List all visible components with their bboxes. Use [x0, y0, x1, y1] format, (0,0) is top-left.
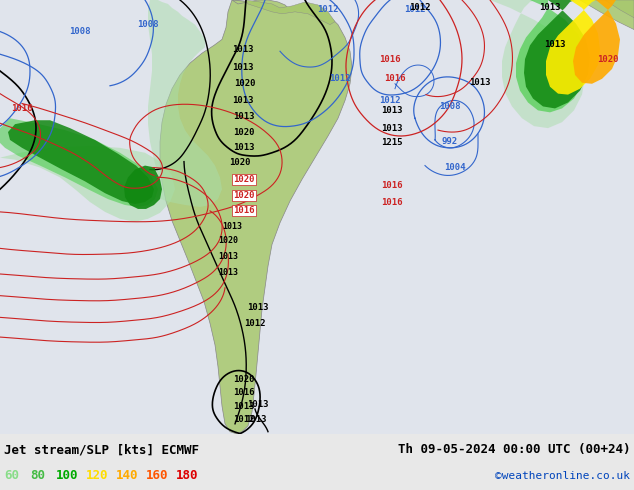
Polygon shape [546, 0, 600, 95]
Text: 1013: 1013 [232, 45, 254, 54]
Text: ©weatheronline.co.uk: ©weatheronline.co.uk [495, 471, 630, 481]
Text: 1008: 1008 [69, 27, 91, 36]
Polygon shape [160, 0, 352, 434]
Text: 1215: 1215 [381, 138, 403, 147]
Text: 100: 100 [56, 469, 79, 483]
Text: 1013: 1013 [232, 63, 254, 72]
Polygon shape [490, 0, 585, 128]
Text: 1016: 1016 [233, 206, 255, 216]
Polygon shape [516, 0, 586, 112]
Polygon shape [148, 0, 222, 207]
Text: 1016: 1016 [379, 54, 401, 64]
Text: 1020: 1020 [233, 127, 255, 137]
Polygon shape [232, 0, 290, 12]
Text: 1004: 1004 [444, 163, 466, 172]
Text: 1016: 1016 [381, 197, 403, 207]
Text: 1013: 1013 [222, 222, 242, 231]
Text: 180: 180 [176, 469, 198, 483]
Text: 1012: 1012 [404, 5, 426, 14]
Text: 1013: 1013 [469, 78, 491, 87]
Text: 1013: 1013 [247, 399, 269, 409]
Text: 1013: 1013 [232, 96, 254, 105]
Text: 160: 160 [146, 469, 169, 483]
Polygon shape [580, 0, 634, 29]
Text: 1013: 1013 [218, 252, 238, 261]
Polygon shape [0, 146, 175, 222]
Text: 992: 992 [442, 137, 458, 147]
Polygon shape [124, 166, 162, 209]
Text: 1020: 1020 [230, 158, 251, 167]
Text: Th 09-05-2024 00:00 UTC (00+24): Th 09-05-2024 00:00 UTC (00+24) [398, 443, 630, 456]
Text: 1013: 1013 [544, 40, 566, 49]
Text: 1016: 1016 [384, 74, 406, 83]
Polygon shape [8, 120, 154, 204]
Text: 1013: 1013 [381, 106, 403, 115]
Text: 120: 120 [86, 469, 108, 483]
Text: 1013: 1013 [247, 303, 269, 312]
Text: 1016: 1016 [11, 104, 33, 113]
Text: 1008: 1008 [439, 102, 461, 111]
Text: 1013: 1013 [233, 112, 255, 121]
Text: Jet stream/SLP [kts] ECMWF: Jet stream/SLP [kts] ECMWF [4, 443, 199, 456]
Polygon shape [0, 118, 158, 207]
Text: 1008: 1008 [137, 20, 158, 29]
Text: 1012: 1012 [329, 74, 351, 83]
Polygon shape [605, 0, 634, 18]
Text: 1020: 1020 [233, 191, 255, 199]
Text: 1013: 1013 [381, 123, 403, 133]
Text: 1013: 1013 [540, 3, 560, 12]
Text: 1012: 1012 [244, 319, 266, 328]
Polygon shape [524, 0, 590, 108]
Text: 140: 140 [116, 469, 138, 483]
Text: 1020: 1020 [218, 236, 238, 245]
Text: 1012: 1012 [317, 5, 339, 14]
Text: 1012: 1012 [379, 96, 401, 105]
Text: 1013: 1013 [245, 416, 267, 424]
Text: 1012: 1012 [233, 416, 255, 424]
Polygon shape [245, 0, 335, 24]
Text: 1016: 1016 [381, 181, 403, 190]
Text: 1016: 1016 [233, 388, 255, 397]
Text: 1012: 1012 [410, 3, 430, 12]
Text: 80: 80 [30, 469, 45, 483]
Text: 1013: 1013 [233, 401, 255, 411]
Polygon shape [573, 0, 620, 84]
Text: 1013: 1013 [218, 268, 238, 276]
Text: 1020: 1020 [234, 79, 256, 88]
Text: 1020: 1020 [233, 175, 255, 184]
Text: 1020: 1020 [233, 375, 255, 384]
Text: 60: 60 [4, 469, 19, 483]
Text: 1020: 1020 [597, 54, 619, 64]
Text: 1013: 1013 [233, 144, 255, 152]
